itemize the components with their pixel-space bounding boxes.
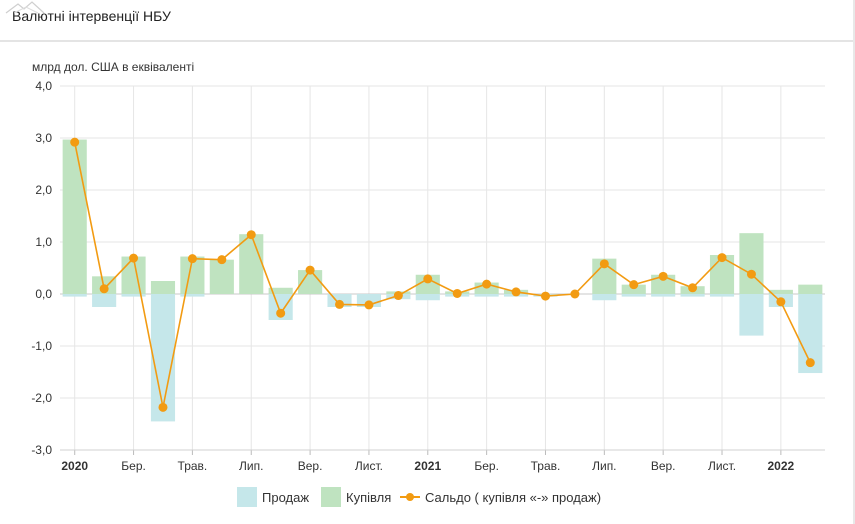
sale-bar[interactable] xyxy=(415,294,440,301)
balance-point[interactable] xyxy=(364,300,374,310)
balance-point[interactable] xyxy=(423,274,433,284)
y-tick-label: 4,0 xyxy=(35,79,52,93)
x-tick-label: Бер. xyxy=(121,459,146,473)
legend-purchase-swatch xyxy=(321,487,341,507)
mountain-logo-icon xyxy=(5,1,45,14)
purchase-bar[interactable] xyxy=(739,233,764,294)
x-tick-label: 2020 xyxy=(61,459,88,473)
legend-purchase-label: Купівля xyxy=(346,490,391,505)
balance-point[interactable] xyxy=(276,308,286,318)
balance-point[interactable] xyxy=(70,137,80,147)
sale-bar[interactable] xyxy=(739,294,764,336)
x-tick-label: Трав. xyxy=(178,459,208,473)
y-tick-label: -3,0 xyxy=(31,443,52,457)
sale-bar[interactable] xyxy=(62,294,87,297)
header-divider xyxy=(0,40,855,42)
sale-bar[interactable] xyxy=(592,294,617,301)
balance-point[interactable] xyxy=(246,230,256,240)
y-tick-label: -1,0 xyxy=(31,339,52,353)
sale-bar[interactable] xyxy=(680,294,705,297)
y-axis-label: млрд дол. США в еквіваленті xyxy=(32,60,194,74)
balance-point[interactable] xyxy=(452,288,462,298)
balance-point[interactable] xyxy=(305,265,315,275)
y-tick-label: 0,0 xyxy=(35,287,52,301)
y-tick-label: 3,0 xyxy=(35,131,52,145)
purchase-bar[interactable] xyxy=(121,256,146,294)
sale-bar[interactable] xyxy=(709,294,735,297)
balance-line-group xyxy=(70,137,815,412)
balance-point[interactable] xyxy=(658,271,668,281)
balance-point[interactable] xyxy=(805,358,815,368)
purchase-bar[interactable] xyxy=(239,234,264,294)
y-tick-label: -2,0 xyxy=(31,391,52,405)
x-tick-label: Вер. xyxy=(651,459,676,473)
purchase-bar[interactable] xyxy=(268,287,293,294)
x-tick-label: Бер. xyxy=(474,459,499,473)
x-tick-label: Трав. xyxy=(531,459,561,473)
purchase-bar[interactable] xyxy=(415,274,440,294)
balance-point[interactable] xyxy=(540,291,550,301)
balance-point[interactable] xyxy=(511,287,521,297)
x-tick-label: Лист. xyxy=(708,459,736,473)
purchase-bar[interactable] xyxy=(798,284,823,294)
x-tick-label: 2022 xyxy=(768,459,795,473)
x-tick-label: Лип. xyxy=(239,459,263,473)
balance-point[interactable] xyxy=(776,297,786,307)
balance-point[interactable] xyxy=(335,299,345,309)
balance-point[interactable] xyxy=(482,279,492,289)
sale-bar[interactable] xyxy=(651,294,676,297)
balance-point[interactable] xyxy=(99,284,109,294)
y-tick-label: 1,0 xyxy=(35,235,52,249)
purchase-bar[interactable] xyxy=(209,259,234,294)
purchase-bar[interactable] xyxy=(621,284,646,294)
balance-point[interactable] xyxy=(393,291,403,301)
sale-bar[interactable] xyxy=(150,294,176,422)
sale-bar[interactable] xyxy=(621,294,646,297)
sale-bar[interactable] xyxy=(92,294,117,307)
x-axis-ticks: 2020 Бер. Трав. Лип. Вер. Лист. 2021 Бер. Трав. Л… xyxy=(60,449,825,473)
y-tick-label: 2,0 xyxy=(35,183,52,197)
bars-group xyxy=(62,139,823,422)
purchase-bar[interactable] xyxy=(768,289,793,294)
purchase-bar[interactable] xyxy=(651,274,676,294)
balance-point[interactable] xyxy=(187,254,197,264)
balance-point[interactable] xyxy=(129,253,139,263)
sale-bar[interactable] xyxy=(474,294,499,297)
balance-point[interactable] xyxy=(217,255,227,265)
balance-point[interactable] xyxy=(599,259,609,269)
legend-balance-marker xyxy=(406,493,414,501)
x-tick-label: 2021 xyxy=(414,459,441,473)
purchase-bar[interactable] xyxy=(62,139,87,294)
sale-bar[interactable] xyxy=(121,294,146,297)
legend-balance-label: Сальдо ( купівля «-» продаж) xyxy=(425,490,601,505)
sale-bar[interactable] xyxy=(180,294,205,297)
purchase-bar[interactable] xyxy=(150,281,176,294)
balance-point[interactable] xyxy=(158,402,168,412)
balance-point[interactable] xyxy=(570,289,580,299)
x-tick-label: Вер. xyxy=(298,459,323,473)
balance-line xyxy=(73,142,812,408)
balance-point[interactable] xyxy=(688,283,698,293)
balance-point[interactable] xyxy=(746,269,756,279)
card-edge xyxy=(853,0,855,524)
legend: Продаж Купівля Сальдо ( купівля «-» продаж… xyxy=(237,487,601,507)
balance-point[interactable] xyxy=(717,253,727,263)
x-tick-label: Лист. xyxy=(355,459,383,473)
balance-point[interactable] xyxy=(629,280,639,290)
y-axis-ticks: 4,0 3,0 2,0 1,0 0,0 -1,0 -2,0 -3,0 xyxy=(31,79,52,457)
legend-sale-label: Продаж xyxy=(262,490,309,505)
x-tick-label: Лип. xyxy=(592,459,616,473)
page-title: Валютні інтервенції НБУ xyxy=(12,8,171,24)
legend-sale-swatch xyxy=(237,487,257,507)
